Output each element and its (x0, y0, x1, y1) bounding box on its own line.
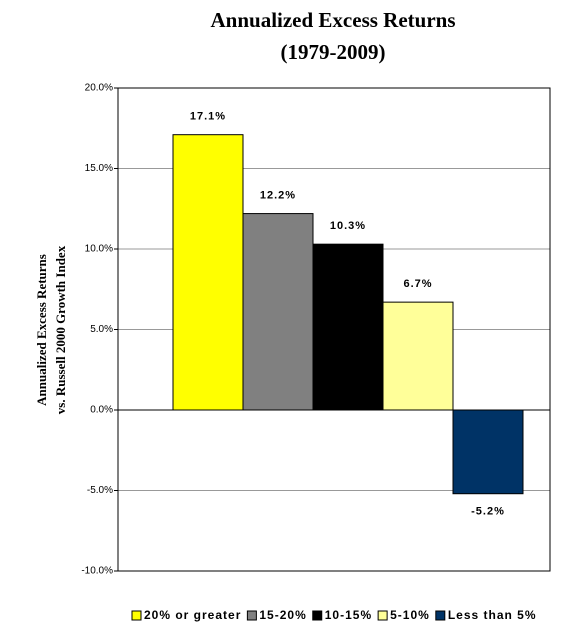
chart-title: Annualized Excess Returns (210, 8, 455, 32)
y-tick-label: 5.0% (90, 324, 113, 335)
y-tick-label: -10.0% (81, 566, 113, 577)
y-axis-label: Annualized Excess Returns (34, 254, 49, 406)
legend-entry: Less than 5% (448, 608, 537, 622)
y-tick-label: 15.0% (85, 163, 113, 174)
legend-swatch (377, 610, 388, 621)
value-label: 6.7% (403, 278, 432, 290)
value-label: -5.2% (471, 506, 505, 518)
y-tick-label: 10.0% (85, 244, 113, 255)
legend-entry: 5-10% (390, 608, 430, 622)
y-tick-label: 20.0% (85, 83, 113, 94)
y-tick-label: 0.0% (90, 405, 113, 416)
bar (242, 213, 314, 411)
y-tick-label: -5.0% (87, 485, 113, 496)
y-axis-label: vs. Russell 2000 Growth Index (53, 245, 68, 414)
bar (382, 301, 454, 411)
bar (312, 243, 384, 411)
legend-entry: 10-15% (325, 608, 372, 622)
bar (172, 134, 244, 411)
legend-swatch (435, 610, 446, 621)
legend-swatch (131, 610, 142, 621)
legend-entry: 20% or greater (144, 608, 241, 622)
value-label: 12.2% (260, 189, 296, 201)
chart-title: (1979-2009) (281, 40, 386, 64)
legend-entry: 15-20% (259, 608, 306, 622)
value-label: 10.3% (330, 220, 366, 232)
plot-border (117, 87, 551, 572)
bar (452, 409, 524, 495)
legend-swatch (312, 610, 323, 621)
value-label: 17.1% (190, 111, 226, 123)
legend-swatch (246, 610, 257, 621)
